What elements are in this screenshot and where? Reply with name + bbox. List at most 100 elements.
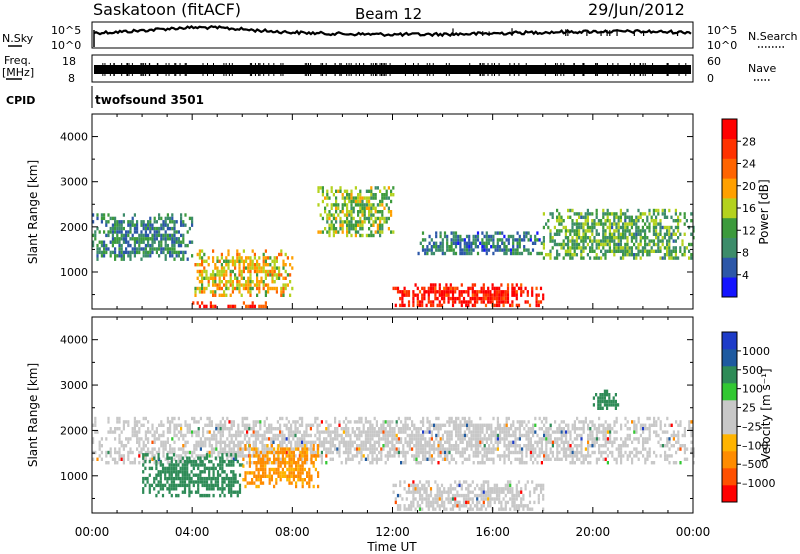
cell xyxy=(264,474,267,478)
cell xyxy=(214,483,217,488)
cell xyxy=(320,430,323,434)
cell xyxy=(578,212,581,216)
cell xyxy=(554,420,557,424)
cell xyxy=(273,457,276,461)
cell xyxy=(421,507,424,511)
cell xyxy=(582,215,585,219)
cell xyxy=(571,239,574,243)
cell xyxy=(92,423,95,427)
cell xyxy=(518,427,521,431)
cell xyxy=(422,420,425,424)
cell xyxy=(439,440,442,444)
cell xyxy=(690,420,693,424)
cell xyxy=(182,447,185,451)
cell xyxy=(467,303,470,308)
cell xyxy=(560,447,563,451)
power-cells xyxy=(92,186,695,309)
cell xyxy=(417,454,420,458)
cell xyxy=(242,286,245,291)
cell xyxy=(615,430,618,434)
cell xyxy=(354,203,357,207)
cell xyxy=(655,225,658,230)
cell xyxy=(194,490,198,494)
cell xyxy=(169,226,172,231)
cell xyxy=(602,212,605,216)
cell xyxy=(263,420,266,424)
cell xyxy=(365,189,368,193)
cell xyxy=(549,440,552,444)
cell xyxy=(223,276,226,280)
cell xyxy=(646,253,649,257)
cell xyxy=(595,208,598,213)
cell xyxy=(164,466,167,471)
cell xyxy=(604,232,607,236)
cell xyxy=(622,249,625,253)
cell xyxy=(212,304,215,309)
cell xyxy=(284,461,287,465)
cell xyxy=(177,437,180,441)
cell xyxy=(350,193,353,197)
cell xyxy=(538,447,541,451)
cell xyxy=(415,450,418,455)
cell xyxy=(626,437,629,441)
cell xyxy=(205,466,209,471)
cell xyxy=(499,427,502,431)
cell xyxy=(280,249,283,253)
cell xyxy=(639,423,642,427)
cell xyxy=(493,303,496,308)
cell xyxy=(260,276,263,280)
cell xyxy=(659,225,662,230)
cell xyxy=(382,423,385,427)
cell xyxy=(248,427,251,431)
cell xyxy=(142,223,145,227)
cell xyxy=(505,238,508,242)
cell xyxy=(604,212,607,216)
cell xyxy=(683,457,686,461)
cell xyxy=(569,454,572,458)
cell xyxy=(207,283,210,287)
cell xyxy=(430,248,433,252)
cell xyxy=(481,440,484,444)
cell xyxy=(495,303,499,308)
cell xyxy=(164,254,167,258)
cell xyxy=(417,444,420,448)
cell xyxy=(173,427,176,431)
cell xyxy=(472,450,475,455)
cell xyxy=(238,263,241,267)
cell xyxy=(620,450,623,455)
cell xyxy=(436,303,439,308)
cell xyxy=(589,225,592,230)
cell xyxy=(159,476,162,481)
cell xyxy=(249,276,252,280)
cell xyxy=(531,286,534,291)
cell xyxy=(465,300,468,304)
cell xyxy=(173,433,176,438)
cell xyxy=(393,437,396,441)
cell xyxy=(540,461,543,465)
cell xyxy=(426,248,429,252)
cell xyxy=(642,440,645,444)
cell xyxy=(170,466,173,471)
cell xyxy=(248,461,251,465)
cell xyxy=(479,423,482,427)
cell xyxy=(608,212,611,216)
cell xyxy=(238,290,241,294)
cell xyxy=(100,243,103,248)
cell xyxy=(591,242,594,247)
cell xyxy=(144,250,147,255)
cell xyxy=(317,230,320,234)
cell xyxy=(584,454,587,458)
cell xyxy=(216,470,220,474)
cell xyxy=(326,220,329,224)
cell xyxy=(261,447,264,451)
cell xyxy=(495,286,499,291)
cell xyxy=(551,454,554,458)
cell xyxy=(422,447,425,451)
cell xyxy=(242,457,245,461)
cell xyxy=(493,286,496,291)
cell xyxy=(547,225,550,230)
cell xyxy=(361,196,364,200)
cell xyxy=(477,437,480,441)
cell xyxy=(226,427,229,431)
cell xyxy=(470,248,473,252)
